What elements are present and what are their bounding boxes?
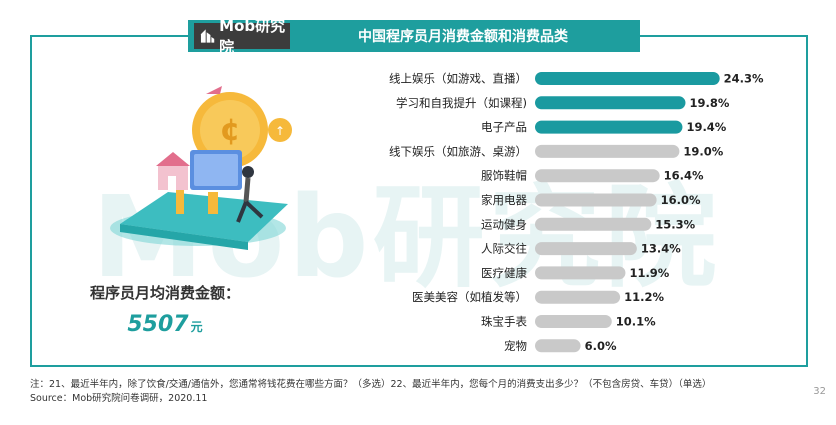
bar-value-label: 16.0% [661,193,701,207]
bar-value-label: 10.1% [616,315,656,329]
bar-label: 人际交往 [481,242,527,256]
bar [535,193,657,207]
bar-label: 服饰鞋帽 [481,169,527,183]
brand-logo: Mob研究院 [200,15,296,57]
bar [535,169,660,183]
bar [535,242,637,256]
bar-value-label: 19.4% [686,120,726,134]
header-bar: Mob研究院 中国程序员月消费金额和消费品类 [188,17,640,56]
bar [535,266,626,280]
bar-label: 家用电器 [481,193,527,207]
avg-spend-label: 程序员月均消费金额： [89,284,240,302]
page-number: 32 [813,386,826,397]
footnote-note: 注：21、最近半年内，除了饮食/交通/通信外，您通常将钱花费在哪些方面？（多选）… [30,379,712,390]
bar [535,315,612,328]
bar-value-label: 13.4% [641,242,681,256]
avg-spend-number: 5507 [127,312,189,337]
bar-label: 医美美容（如植发等） [412,290,527,304]
bar-value-label: 16.4% [664,169,704,183]
bar-label: 线上娱乐（如游戏、直播） [389,72,527,86]
bar-value-label: 15.3% [655,217,695,231]
spending-category-bar-chart: 线上娱乐（如游戏、直播） 24.3% 学习和自我提升（如课程) 19.8% 电子产品 19… [389,72,764,353]
bar-value-label: 19.8% [689,96,729,110]
bar-value-label: 11.9% [629,266,669,280]
bar-label: 医疗健康 [481,266,527,280]
svg-text:¢: ¢ [220,113,241,148]
bar-label: 珠宝手表 [481,315,527,329]
bar [535,290,621,304]
brand-name: Mob研究院 [219,17,286,56]
bar-label: 宠物 [504,339,527,353]
bar [535,339,581,353]
bar [535,96,686,110]
brand: Mob研究院 [188,17,296,56]
bar-label: 运动健身 [481,217,527,231]
bar-value-label: 11.2% [624,290,664,304]
avg-spend-unit: 元 [190,320,203,334]
svg-text:↑: ↑ [275,124,285,138]
bar-value-label: 6.0% [585,339,617,353]
chart-title: 中国程序员月消费金额和消费品类 [358,29,568,45]
bar-value-label: 24.3% [724,72,764,86]
bar-label: 线下娱乐（如旅游、桌游） [389,144,527,158]
programmer-spending-illustration: ¢ ↑ [110,86,292,250]
footnote-source: Source：Mob研究院问卷调研，2020.11 [30,393,208,404]
bar [535,120,683,134]
bar [535,144,680,158]
bar-label: 学习和自我提升（如课程) [396,96,527,110]
bar-value-label: 19.0% [683,144,723,158]
bar [535,217,652,231]
avg-spend-value: 5507 元 [40,312,290,337]
bar-label: 电子产品 [481,120,527,134]
bar [535,72,720,85]
footnote: 注：21、最近半年内，除了饮食/交通/通信外，您通常将钱花费在哪些方面？（多选）… [30,378,711,406]
mob-logo-icon [200,29,215,43]
